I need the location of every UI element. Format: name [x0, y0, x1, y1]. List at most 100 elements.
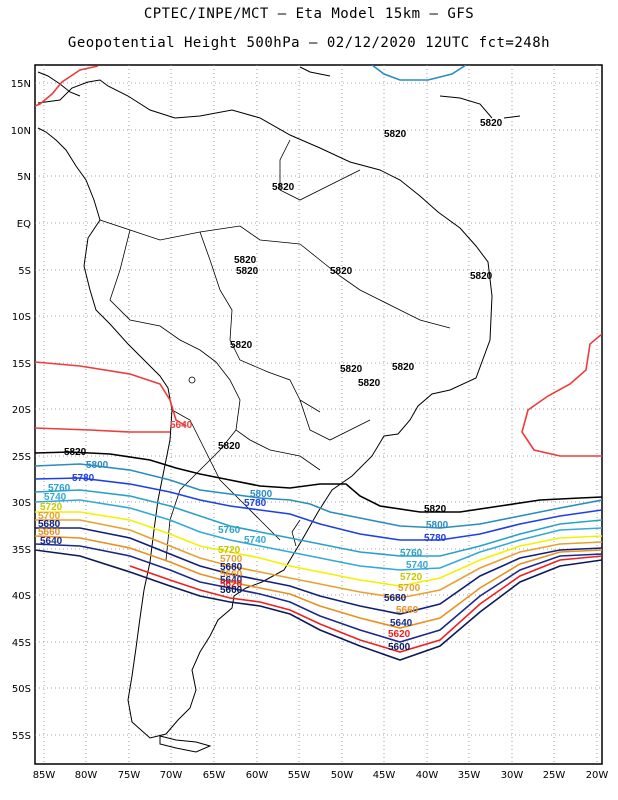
lat-axis: 15N 10N 5N EQ 5S 10S 15S 20S 25S 30S 35S… [11, 79, 31, 742]
lon-tick: 30W [501, 770, 524, 781]
label-m-5680: 5680 [220, 562, 243, 573]
contour-5640 [35, 543, 602, 643]
contour-5740 [35, 499, 602, 571]
lat-tick: 5N [17, 172, 31, 183]
label-5820-j: 5820 [358, 378, 381, 389]
title-line-1: CPTEC/INPE/MCT – Eta Model 15km – GFS [143, 6, 475, 22]
label-w-5740: 5740 [44, 492, 67, 503]
label-5820-e: 5820 [236, 266, 259, 277]
label-m-5660: 5660 [220, 569, 243, 580]
contour-5600 [35, 549, 602, 661]
lat-tick: 15S [12, 359, 31, 370]
label-e-5640: 5640 [390, 618, 413, 629]
label-e-5620: 5620 [388, 629, 411, 640]
label-m-5800: 5800 [250, 489, 273, 500]
contour-5660 [35, 535, 602, 629]
contour-5620 [129, 555, 602, 653]
label-5820-m: 5820 [424, 504, 447, 515]
lake-titicaca [188, 376, 196, 384]
lagoa-dos-patos [291, 519, 301, 547]
lon-tick: 55W [288, 770, 311, 781]
lat-tick: 50S [12, 684, 31, 695]
lat-tick: 45S [12, 638, 31, 649]
lon-tick: 50W [331, 770, 354, 781]
lon-tick: 35W [458, 770, 481, 781]
label-e-5660: 5660 [396, 605, 419, 616]
label-m-5760: 5760 [218, 525, 241, 536]
contour-5820 [35, 451, 602, 513]
lat-lon-grid [35, 65, 602, 764]
lon-tick: 25W [543, 770, 566, 781]
label-m-5780: 5780 [244, 498, 267, 509]
label-m-5700: 5700 [220, 554, 243, 565]
lat-tick: 15N [11, 79, 31, 90]
lon-tick: 40W [416, 770, 439, 781]
label-e-5600: 5600 [388, 642, 411, 653]
lat-tick: 25S [12, 452, 31, 463]
contour-5640-east [521, 333, 602, 457]
country-borders [99, 139, 451, 561]
label-5820-d: 5820 [234, 255, 257, 266]
label-5640-north: 5640 [170, 420, 193, 431]
contour-5640-west [35, 361, 187, 433]
lat-tick: 20S [12, 405, 31, 416]
label-5820-f: 5820 [330, 266, 353, 277]
contour-5720 [35, 511, 602, 587]
label-e-5780: 5780 [424, 533, 447, 544]
label-w-5700: 5700 [38, 511, 61, 522]
lon-tick: 80W [75, 770, 98, 781]
contour-5640-northeast [371, 65, 467, 81]
south-america-coastline [37, 79, 493, 739]
label-w-5760: 5760 [48, 483, 71, 494]
label-m-5600: 5600 [220, 585, 243, 596]
lat-tick: 30S [12, 498, 31, 509]
label-5820-i: 5820 [392, 362, 415, 373]
label-5820-k: 5820 [218, 441, 241, 452]
label-e-5800: 5800 [426, 520, 449, 531]
label-w-5800: 5800 [86, 460, 109, 471]
label-5820-h: 5820 [230, 340, 253, 351]
label-e-5760: 5760 [400, 548, 423, 559]
contour-5700 [35, 519, 602, 599]
label-m-5740: 5740 [244, 535, 267, 546]
lon-tick: 75W [118, 770, 141, 781]
label-m-5720: 5720 [218, 545, 241, 556]
label-w-5660: 5660 [38, 527, 61, 538]
label-5820-g: 5820 [470, 271, 493, 282]
contour-5640-north [35, 65, 99, 107]
lat-tick: 35S [12, 545, 31, 556]
lat-tick: EQ [17, 219, 31, 230]
label-5820-c: 5820 [272, 182, 295, 193]
label-5820-a: 5820 [384, 129, 407, 140]
lon-tick: 85W [33, 770, 56, 781]
label-w-5640: 5640 [40, 536, 63, 547]
title-line-2: Geopotential Height 500hPa – 02/12/2020 … [67, 35, 551, 51]
label-e-5720: 5720 [400, 572, 423, 583]
lat-tick: 5S [18, 266, 31, 277]
lat-tick: 40S [12, 591, 31, 602]
label-m-5640: 5640 [220, 575, 243, 586]
label-e-5740: 5740 [406, 560, 429, 571]
contour-5760 [35, 489, 602, 557]
lat-tick: 10N [11, 126, 31, 137]
contour-5680 [35, 527, 602, 615]
lon-tick: 65W [203, 770, 226, 781]
label-w-5680: 5680 [38, 519, 61, 530]
label-e-5700: 5700 [398, 583, 421, 594]
lon-tick: 60W [246, 770, 269, 781]
label-w-5720: 5720 [40, 502, 63, 513]
lon-tick: 20W [586, 770, 609, 781]
lon-axis: 85W 80W 75W 70W 65W 60W 55W 50W 45W 40W … [33, 770, 609, 781]
label-w-5780: 5780 [72, 473, 95, 484]
label-5820-b: 5820 [480, 118, 503, 129]
label-5820-n: 5820 [340, 364, 363, 375]
lat-tick: 10S [12, 312, 31, 323]
lat-tick: 55S [12, 731, 31, 742]
lon-tick: 45W [373, 770, 396, 781]
label-m-5620: 5620 [220, 579, 243, 590]
label-e-5680: 5680 [384, 593, 407, 604]
tierra-del-fuego [159, 735, 212, 753]
contour-5800 [35, 463, 602, 529]
map-frame [34, 64, 603, 765]
